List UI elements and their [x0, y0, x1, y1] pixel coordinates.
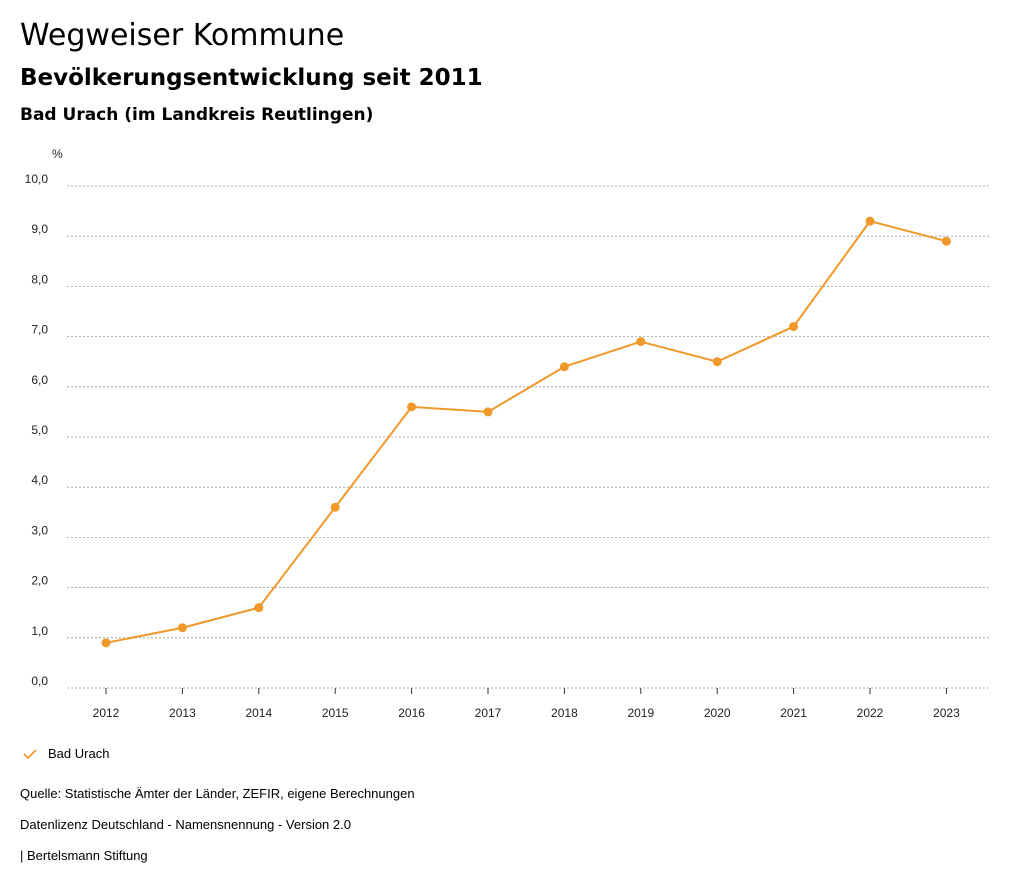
x-tick-label: 2019 [627, 706, 654, 720]
check-icon [23, 748, 37, 759]
y-tick-label: 10,0 [25, 172, 49, 186]
data-point[interactable] [330, 502, 340, 512]
y-tick-label: 7,0 [31, 323, 48, 337]
axis-layer: 0,0 1,0 2,0 3,0 4,0 5,0 6,0 7,0 8,0 9,0 10,0 2012 20… [25, 172, 960, 720]
x-tick-label: 2016 [398, 706, 425, 720]
data-point[interactable] [636, 337, 646, 347]
x-tick-label: 2020 [704, 706, 731, 720]
data-point[interactable] [254, 603, 264, 613]
legend-label: Bad Urach [48, 746, 110, 761]
y-tick-label: 4,0 [31, 473, 48, 487]
x-tick-label: 2017 [475, 706, 502, 720]
series-line-bad-urach [105, 219, 947, 644]
line-chart: % 0,0 1,0 2,0 3,0 4,0 5,0 6,0 7,0 8,0 9,0 10,0 2012… [25, 147, 991, 720]
y-tick-label: 5,0 [31, 423, 48, 437]
data-point[interactable] [483, 407, 493, 417]
y-tick-label: 2,0 [31, 574, 48, 588]
y-tick-label: 9,0 [31, 222, 48, 236]
source-note: Quelle: Statistische Ämter der Länder, Z… [20, 786, 415, 801]
data-point[interactable] [712, 357, 722, 367]
chart-subtitle: Bevölkerungsentwicklung seit 2011 [20, 65, 483, 91]
data-point[interactable] [559, 362, 569, 372]
x-tick-label: 2021 [780, 706, 807, 720]
y-tick-label: 1,0 [31, 624, 48, 638]
x-tick-label: 2018 [551, 706, 578, 720]
x-tick-label: 2023 [933, 706, 960, 720]
data-point[interactable] [407, 402, 417, 412]
data-point[interactable] [865, 216, 875, 226]
y-tick-label: 8,0 [31, 272, 48, 286]
data-point[interactable] [101, 638, 111, 648]
x-tick-label: 2015 [322, 706, 349, 720]
grid-layer [67, 185, 991, 689]
data-point[interactable] [177, 623, 187, 633]
page-title: Wegweiser Kommune [20, 18, 345, 53]
y-axis-unit-label: % [52, 147, 63, 161]
x-tick-label: 2014 [245, 706, 272, 720]
y-tick-label: 0,0 [31, 674, 48, 688]
y-tick-label: 6,0 [31, 373, 48, 387]
x-tick-label: 2022 [857, 706, 884, 720]
legend-item-bad-urach[interactable]: Bad Urach [22, 746, 109, 761]
region-label: Bad Urach (im Landkreis Reutlingen) [20, 105, 374, 125]
license-note: Datenlizenz Deutschland - Namensnennung … [20, 817, 351, 832]
x-tick-label: 2012 [93, 706, 120, 720]
series-layer [101, 216, 951, 648]
x-tick-label: 2013 [169, 706, 196, 720]
data-point[interactable] [941, 236, 951, 246]
brand-note: | Bertelsmann Stiftung [20, 848, 148, 863]
y-tick-label: 3,0 [31, 523, 48, 537]
data-point[interactable] [789, 322, 799, 332]
